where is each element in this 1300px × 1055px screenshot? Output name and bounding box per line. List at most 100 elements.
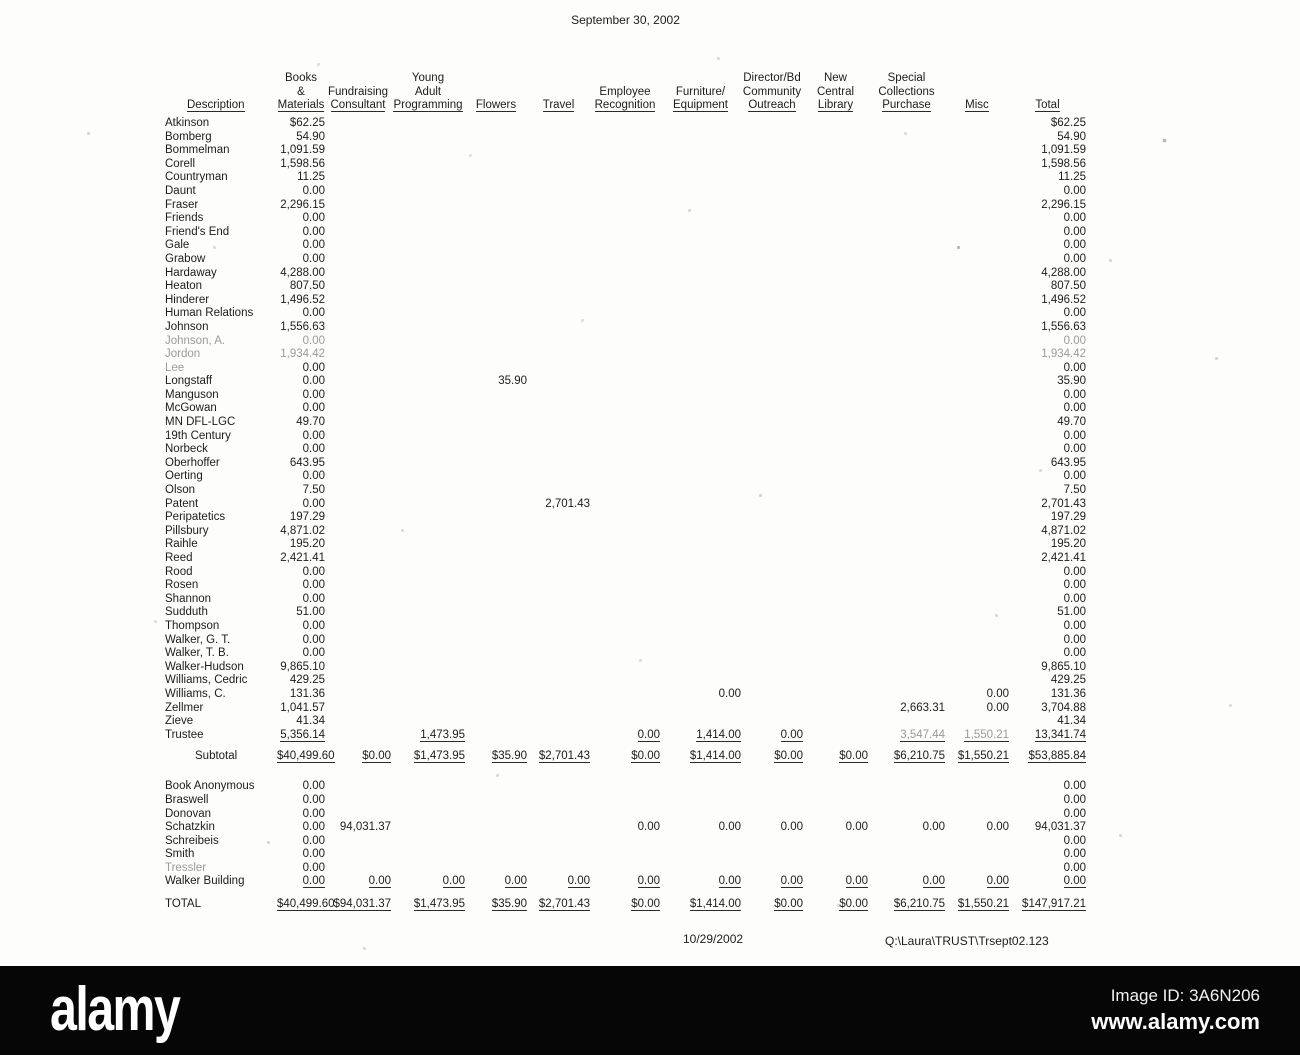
amount-cell [527,593,590,607]
amount-cell [325,674,391,688]
amount-value: 1,496.52 [280,293,325,306]
amount-cell [741,430,803,444]
amount-cell [803,634,868,648]
amount-cell [741,470,803,484]
amount-cell: 197.29 [277,511,325,525]
amount-cell [741,131,803,145]
amount-value: 13,341.74 [1034,728,1086,742]
amount-cell [465,579,527,593]
amount-cell [868,416,945,430]
amount-cell [803,131,868,145]
column-header-label: Travel [542,99,575,113]
amount-cell: 0.00 [277,226,325,240]
amount-value: $62.25 [1050,117,1086,129]
amount-cell [465,307,527,321]
row-label: Rood [165,565,193,578]
row-label: Oerting [165,470,203,483]
amount-cell [325,253,391,267]
amount-cell [590,416,660,430]
amount-cell [590,498,660,512]
amount-value: 0.00 [637,875,660,889]
amount-cell [741,443,803,457]
row-label: Zieve [165,715,194,728]
column-header-label: Director/Bd [743,72,801,85]
amount-cell [325,593,391,607]
amount-cell: $6,210.75 [868,897,945,913]
amount-cell [660,226,741,240]
table-row: Williams, Cedric 429.25 429.25 [165,674,1086,688]
amount-cell [590,131,660,145]
amount-cell [527,226,590,240]
amount-value: 0.00 [302,361,325,374]
row-label: Thompson [165,619,220,632]
document-date-title: September 30, 2002 [571,13,680,27]
amount-cell: 0.00 [277,307,325,321]
amount-cell: 9,865.10 [277,661,325,675]
amount-cell [465,199,527,213]
amount-cell: $0.00 [325,748,391,764]
amount-cell [660,634,741,648]
table-row: Raihle 195.20 195.20 [165,538,1086,552]
amount-cell [868,566,945,580]
amount-cell [803,430,868,444]
amount-value: 2,701.43 [1041,497,1086,510]
amount-cell [741,144,803,158]
amount-cell [391,794,465,808]
column-header-label: Library [817,99,854,113]
amount-cell [325,348,391,362]
amount-cell [803,647,868,661]
amount-cell [527,715,590,729]
column-header-misc: Misc [945,56,1009,117]
amount-cell [527,538,590,552]
amount-value: $0.00 [839,749,868,763]
amount-cell [527,780,590,794]
table-row: Shannon 0.00 0.00 [165,593,1086,607]
amount-cell [325,335,391,349]
amount-cell [868,538,945,552]
amount-cell: 131.36 [1009,688,1086,702]
amount-cell [465,674,527,688]
amount-cell: 131.36 [277,688,325,702]
column-header-label: & [297,85,305,98]
amount-cell [803,267,868,281]
amount-cell [590,185,660,199]
amount-cell: 0.00 [1009,389,1086,403]
amount-cell: 0.00 [1009,335,1086,349]
amount-cell [868,661,945,675]
amount-cell: 0.00 [1009,780,1086,794]
row-label: McGowan [165,402,217,415]
amount-cell [660,307,741,321]
amount-value: 0.00 [302,443,325,456]
row-label: Lee [165,361,185,374]
amount-cell: 0.00 [1009,212,1086,226]
amount-cell [803,593,868,607]
column-header-label: Young [411,72,445,85]
amount-cell: $1,414.00 [660,897,741,913]
amount-value: 0.00 [1063,334,1086,347]
row-label: Johnson, A. [165,334,226,347]
amount-cell [527,117,590,131]
amount-cell [590,647,660,661]
amount-cell: $1,550.21 [945,897,1009,913]
amount-cell [391,620,465,634]
amount-cell [527,566,590,580]
table-row: Jordon 1,934.42 1,934.42 [165,348,1086,362]
amount-cell: 0.00 [1009,239,1086,253]
amount-value: 4,288.00 [280,266,325,279]
amount-value: 0.00 [302,875,325,889]
amount-cell [868,253,945,267]
column-header-label: Consultant [330,99,386,113]
amount-cell [741,566,803,580]
amount-cell [527,647,590,661]
amount-cell [465,253,527,267]
amount-value: 49.70 [1057,416,1086,429]
amount-cell [803,158,868,172]
amount-cell: $1,550.21 [945,748,1009,764]
amount-value: $2,701.43 [538,749,590,763]
amount-cell [945,307,1009,321]
amount-cell [391,848,465,862]
row-label: Walker Building [165,875,245,888]
amount-cell [465,131,527,145]
amount-cell: 0.00 [741,728,803,743]
amount-cell [803,335,868,349]
